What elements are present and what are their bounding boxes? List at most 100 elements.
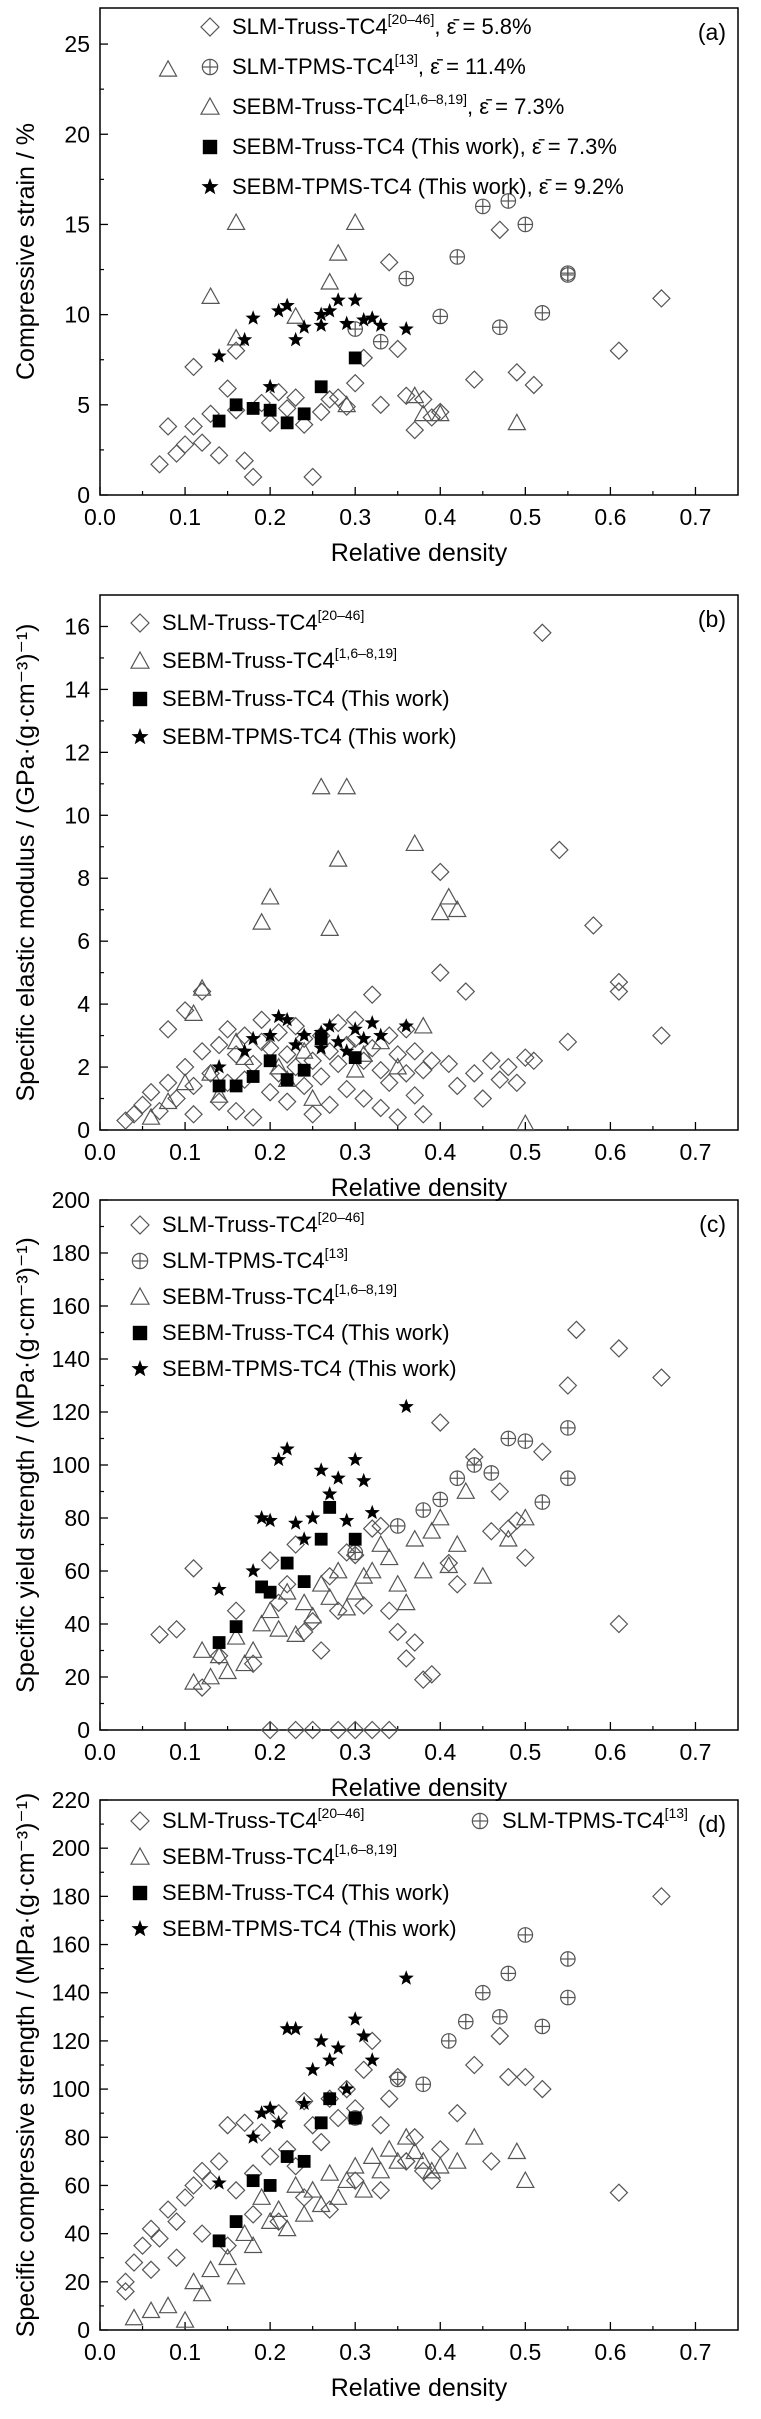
plot-frame: [99, 7, 739, 496]
data-point: [388, 2151, 408, 2169]
series-circle-plus: [347, 193, 576, 350]
data-point: [294, 1076, 314, 1096]
data-point: [415, 2076, 432, 2093]
data-point: [524, 375, 544, 395]
data-point: [226, 1627, 246, 1645]
legend-entry: SEBM-Truss-TC4[1,6–8,19]: [129, 1281, 397, 1309]
data-point: [286, 388, 306, 407]
data-point: [184, 2176, 203, 2195]
data-point: [158, 2200, 178, 2219]
data-point: [323, 1501, 337, 1514]
data-point: [498, 1057, 518, 1077]
y-tick-label: 16: [64, 613, 90, 639]
data-point: [457, 2013, 474, 2030]
data-point: [294, 1593, 314, 1611]
data-point: [271, 303, 287, 318]
y-tick-label: 60: [64, 1558, 90, 1584]
data-point: [314, 1532, 328, 1546]
data-point: [192, 2161, 212, 2181]
data-point: [286, 306, 306, 324]
x-tick-label: 0.1: [169, 504, 201, 530]
legend-entry: SEBM-Truss-TC4 (This work): [132, 1880, 450, 1905]
data-point: [464, 1064, 484, 1083]
data-point: [175, 1073, 195, 1091]
data-point: [209, 1646, 229, 1664]
data-point: [158, 59, 178, 77]
data-point: [389, 2071, 406, 2088]
data-point: [271, 1008, 287, 1024]
data-point: [430, 2139, 450, 2159]
data-point: [430, 963, 450, 982]
data-point: [515, 1508, 535, 1526]
data-point: [481, 2152, 501, 2171]
data-point: [456, 982, 476, 1001]
data-point: [439, 1054, 459, 1074]
data-point: [348, 351, 362, 365]
data-point: [243, 467, 263, 487]
data-point: [218, 2247, 238, 2266]
data-point: [323, 2092, 337, 2106]
x-tick-label: 0.2: [254, 1739, 286, 1765]
data-point: [371, 395, 391, 415]
data-point: [432, 308, 449, 325]
data-point: [313, 1040, 329, 1055]
data-point: [277, 1092, 297, 1112]
legend-label: SEBM-Truss-TC4[1,6–8,19]: [162, 1281, 397, 1309]
data-point: [201, 2171, 220, 2190]
data-point: [226, 2267, 246, 2285]
data-point: [116, 2272, 135, 2292]
data-point: [226, 1601, 246, 1621]
data-point: [262, 378, 278, 394]
data-point: [211, 2175, 227, 2190]
data-point: [226, 328, 246, 346]
data-point: [313, 306, 329, 322]
data-point: [379, 1073, 399, 1093]
y-axis-label: Specific yield strength / (MPa·(g·cm⁻³)⁻…: [12, 1237, 40, 1693]
y-tick-label: 5: [77, 392, 90, 418]
data-point: [150, 2229, 169, 2248]
data-point: [252, 393, 271, 413]
data-point: [320, 2163, 340, 2181]
data-point: [456, 1481, 476, 1499]
data-point: [271, 1451, 287, 1467]
data-point: [337, 395, 357, 413]
data-point: [532, 1442, 552, 1462]
y-tick-label: 140: [52, 1346, 90, 1372]
data-point: [532, 2079, 552, 2099]
data-point: [364, 310, 380, 325]
data-point: [320, 2200, 340, 2219]
data-point: [328, 2187, 348, 2205]
series-star: [211, 1970, 414, 2190]
data-point: [277, 1574, 297, 1594]
data-point: [328, 1561, 348, 1579]
data-point: [483, 1465, 500, 1481]
data-point: [184, 2272, 204, 2290]
data-point: [413, 1670, 433, 1689]
data-point: [212, 1079, 226, 1093]
data-point: [226, 1032, 246, 1050]
data-point: [262, 1512, 278, 1528]
data-point: [150, 1101, 169, 1121]
data-point: [515, 2067, 535, 2087]
data-point: [269, 1064, 288, 1083]
y-tick-label: 60: [64, 2172, 90, 2198]
legend-label: SEBM-TPMS-TC4 (This work): [162, 1356, 457, 1381]
data-point: [498, 1529, 518, 1547]
data-point: [150, 454, 169, 474]
data-point: [211, 1581, 227, 1597]
data-point: [322, 1486, 338, 1501]
data-point: [524, 1051, 544, 1071]
y-tick-label: 200: [52, 1187, 90, 1213]
data-point: [226, 212, 246, 231]
y-tick-label: 0: [77, 1117, 90, 1143]
y-tick-label: 120: [52, 1399, 90, 1425]
data-point: [560, 1989, 576, 2006]
data-point: [473, 1566, 493, 1584]
legend-label: SEBM-TPMS-TC4 (This work): [162, 1916, 457, 1941]
data-point: [167, 1619, 186, 1639]
data-point: [279, 297, 295, 313]
data-point: [490, 220, 510, 240]
data-point: [297, 1575, 311, 1588]
data-point: [388, 1108, 408, 1127]
data-point: [560, 267, 576, 283]
